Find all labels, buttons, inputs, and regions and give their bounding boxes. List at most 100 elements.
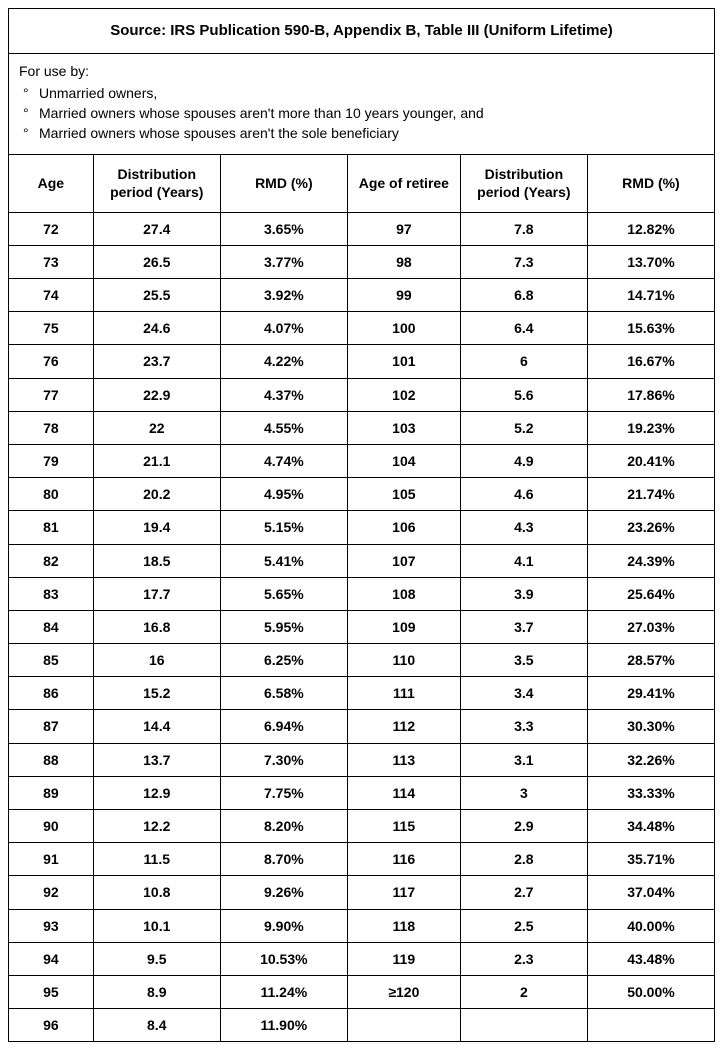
cell-r2: 25.64% [587, 577, 714, 610]
cell-d: 10.8 [93, 876, 220, 909]
cell-a2: 105 [347, 478, 460, 511]
cell-r2: 29.41% [587, 677, 714, 710]
cell-r2: 50.00% [587, 975, 714, 1008]
usage-row: For use by: Unmarried owners, Married ow… [9, 53, 715, 155]
cell-d2: 3.3 [460, 710, 587, 743]
cell-a: 79 [9, 444, 94, 477]
cell-d2: 3.4 [460, 677, 587, 710]
cell-a2: 112 [347, 710, 460, 743]
cell-a2: 101 [347, 345, 460, 378]
table-row: 8020.24.95%1054.621.74% [9, 478, 715, 511]
cell-r2: 30.30% [587, 710, 714, 743]
cell-a2: 119 [347, 942, 460, 975]
cell-r: 6.94% [220, 710, 347, 743]
cell-a: 96 [9, 1009, 94, 1042]
col-dist: Distribution period (Years) [93, 155, 220, 212]
table-row: 7722.94.37%1025.617.86% [9, 378, 715, 411]
cell-d2: 5.6 [460, 378, 587, 411]
cell-a: 95 [9, 975, 94, 1008]
cell-r2: 21.74% [587, 478, 714, 511]
table-row: 7425.53.92%996.814.71% [9, 279, 715, 312]
cell-r: 3.92% [220, 279, 347, 312]
cell-r: 6.25% [220, 644, 347, 677]
usage-item: Unmarried owners, [37, 84, 704, 102]
cell-d2: 2.8 [460, 843, 587, 876]
cell-a2: 109 [347, 610, 460, 643]
table-row: 8615.26.58%1113.429.41% [9, 677, 715, 710]
cell-a2: 103 [347, 411, 460, 444]
table-row: 78224.55%1035.219.23% [9, 411, 715, 444]
cell-d: 26.5 [93, 245, 220, 278]
table-row: 9111.58.70%1162.835.71% [9, 843, 715, 876]
cell-r2: 43.48% [587, 942, 714, 975]
table-row: 7326.53.77%987.313.70% [9, 245, 715, 278]
table-row: 8813.77.30%1133.132.26% [9, 743, 715, 776]
table-row: 9210.89.26%1172.737.04% [9, 876, 715, 909]
cell-r: 5.15% [220, 511, 347, 544]
cell-r: 6.58% [220, 677, 347, 710]
cell-a: 83 [9, 577, 94, 610]
cell-d2: 6.8 [460, 279, 587, 312]
cell-r: 4.37% [220, 378, 347, 411]
cell-r2: 15.63% [587, 312, 714, 345]
cell-d2: 2.7 [460, 876, 587, 909]
cell-a2: 97 [347, 212, 460, 245]
col-rmd2: RMD (%) [587, 155, 714, 212]
cell-r2: 28.57% [587, 644, 714, 677]
cell-a2: 106 [347, 511, 460, 544]
cell-a: 94 [9, 942, 94, 975]
cell-d: 20.2 [93, 478, 220, 511]
cell-d2: 6.4 [460, 312, 587, 345]
table-row: 8317.75.65%1083.925.64% [9, 577, 715, 610]
cell-d: 13.7 [93, 743, 220, 776]
cell-a: 88 [9, 743, 94, 776]
cell-a2: 111 [347, 677, 460, 710]
cell-r: 5.41% [220, 544, 347, 577]
table-container: Source: IRS Publication 590-B, Appendix … [0, 0, 723, 1050]
col-rmd: RMD (%) [220, 155, 347, 212]
cell-r2: 16.67% [587, 345, 714, 378]
cell-d2: 2.3 [460, 942, 587, 975]
table-row: 8416.85.95%1093.727.03% [9, 610, 715, 643]
cell-d2: 6 [460, 345, 587, 378]
cell-r2: 12.82% [587, 212, 714, 245]
header-row: Age Distribution period (Years) RMD (%) … [9, 155, 715, 212]
cell-a: 73 [9, 245, 94, 278]
cell-r: 11.24% [220, 975, 347, 1008]
cell-a: 85 [9, 644, 94, 677]
cell-r: 8.70% [220, 843, 347, 876]
cell-a2: 116 [347, 843, 460, 876]
usage-list: Unmarried owners, Married owners whose s… [19, 84, 704, 143]
cell-a: 84 [9, 610, 94, 643]
cell-a2: 104 [347, 444, 460, 477]
cell-d2: 3.7 [460, 610, 587, 643]
cell-a: 72 [9, 212, 94, 245]
cell-d2: 4.3 [460, 511, 587, 544]
cell-a: 81 [9, 511, 94, 544]
table-body: 7227.43.65%977.812.82%7326.53.77%987.313… [9, 212, 715, 1042]
cell-d: 16 [93, 644, 220, 677]
cell-r2: 32.26% [587, 743, 714, 776]
rmd-table: Source: IRS Publication 590-B, Appendix … [8, 8, 715, 1042]
usage-cell: For use by: Unmarried owners, Married ow… [9, 53, 715, 155]
cell-d2 [460, 1009, 587, 1042]
cell-d2: 7.8 [460, 212, 587, 245]
cell-d2: 4.9 [460, 444, 587, 477]
cell-r: 4.74% [220, 444, 347, 477]
cell-a: 93 [9, 909, 94, 942]
cell-a2: 98 [347, 245, 460, 278]
cell-r: 7.30% [220, 743, 347, 776]
table-row: 7227.43.65%977.812.82% [9, 212, 715, 245]
cell-r2: 27.03% [587, 610, 714, 643]
table-row: 9012.28.20%1152.934.48% [9, 810, 715, 843]
cell-a: 82 [9, 544, 94, 577]
cell-a2: 115 [347, 810, 460, 843]
table-title: Source: IRS Publication 590-B, Appendix … [9, 9, 715, 54]
usage-item: Married owners whose spouses aren't the … [37, 124, 704, 142]
cell-r2: 17.86% [587, 378, 714, 411]
cell-r: 5.65% [220, 577, 347, 610]
cell-d2: 2.5 [460, 909, 587, 942]
cell-r2: 23.26% [587, 511, 714, 544]
table-row: 7623.74.22%101616.67% [9, 345, 715, 378]
table-row: 8912.97.75%114333.33% [9, 776, 715, 809]
